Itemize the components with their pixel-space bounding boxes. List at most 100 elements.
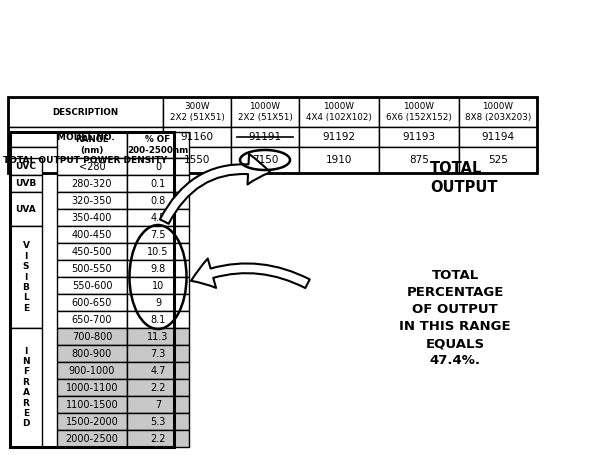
Text: 1000-1100: 1000-1100 [66,383,118,392]
Text: 91160: 91160 [181,132,214,142]
Bar [163,147,231,173]
Bar [57,413,127,430]
Bar [127,430,189,447]
Bar [163,97,231,127]
Bar [379,127,459,147]
Text: 7.5: 7.5 [150,230,166,239]
Text: 0.8: 0.8 [151,195,166,206]
Bar [299,127,379,147]
Bar [299,97,379,127]
Bar [10,328,42,447]
Text: 1500-2000: 1500-2000 [65,417,118,426]
Bar [57,430,127,447]
Text: 400-450: 400-450 [72,230,112,239]
Text: 800-900: 800-900 [72,348,112,359]
Text: 5.3: 5.3 [151,417,166,426]
Text: RANGE
(nm): RANGE (nm) [75,135,109,155]
Bar [379,147,459,173]
Text: 280-320: 280-320 [72,179,112,188]
Bar [57,311,127,328]
Text: 1000W
6X6 (152X152): 1000W 6X6 (152X152) [386,102,452,122]
Bar [127,362,189,379]
Text: 600-650: 600-650 [72,298,112,307]
Bar [127,192,189,209]
Text: 875: 875 [409,155,429,165]
Bar [459,97,537,127]
Text: 10: 10 [152,280,164,291]
Text: 11.3: 11.3 [148,332,169,341]
Text: 350-400: 350-400 [72,213,112,222]
Text: 900-1000: 900-1000 [69,365,115,376]
Text: 550-600: 550-600 [72,280,112,291]
Text: UVC: UVC [16,162,37,171]
Bar [379,97,459,127]
Bar [127,132,189,158]
Text: MODEL NO.: MODEL NO. [56,133,115,141]
Text: 300W
2X2 (51X51): 300W 2X2 (51X51) [170,102,224,122]
Bar [127,158,189,175]
Bar [57,379,127,396]
Text: I
N
F
R
A
R
E
D: I N F R A R E D [22,346,30,428]
Bar [57,226,127,243]
Text: UVB: UVB [16,179,37,188]
Text: 320-350: 320-350 [72,195,112,206]
Text: V
I
S
I
B
L
E: V I S I B L E [23,241,29,312]
Text: 9.8: 9.8 [151,264,166,273]
Bar [127,260,189,277]
Text: 4.5: 4.5 [151,213,166,222]
Bar [57,328,127,345]
Text: UVA: UVA [16,205,37,213]
Bar [57,362,127,379]
Bar [57,132,127,158]
Bar [57,243,127,260]
Bar [127,277,189,294]
Text: 1000W
4X4 (102X102): 1000W 4X4 (102X102) [306,102,372,122]
Bar [127,413,189,430]
Bar [57,396,127,413]
Text: % OF
200-2500nm: % OF 200-2500nm [127,135,188,155]
Text: DESCRIPTION: DESCRIPTION [52,107,119,117]
Text: 0.1: 0.1 [151,179,166,188]
Bar [57,260,127,277]
Text: 91193: 91193 [403,132,436,142]
Bar [57,209,127,226]
Bar [299,147,379,173]
Bar [8,127,163,147]
Text: 7.3: 7.3 [151,348,166,359]
Text: 9: 9 [155,298,161,307]
Bar [57,158,127,175]
Text: 8.1: 8.1 [151,314,166,325]
Bar [57,175,127,192]
Text: TOTAL
PERCENTAGE
OF OUTPUT
IN THIS RANGE
EQUALS
47.4%.: TOTAL PERCENTAGE OF OUTPUT IN THIS RANGE… [399,269,511,367]
Text: <280: <280 [79,161,106,172]
Text: 2.2: 2.2 [150,433,166,444]
Text: 1000W
8X8 (203X203): 1000W 8X8 (203X203) [465,102,531,122]
Bar [127,328,189,345]
Bar [127,396,189,413]
Text: 1550: 1550 [184,155,210,165]
Bar [127,226,189,243]
Text: 91192: 91192 [322,132,356,142]
Text: 91191: 91191 [248,132,281,142]
Bar [231,97,299,127]
FancyArrowPatch shape [191,259,310,288]
Bar [127,311,189,328]
Bar [10,226,42,328]
Bar [8,97,537,173]
Bar [231,147,299,173]
Text: 500-550: 500-550 [71,264,112,273]
Bar [459,127,537,147]
Text: 450-500: 450-500 [72,246,112,257]
Text: 4.7: 4.7 [151,365,166,376]
Text: 7150: 7150 [252,155,278,165]
Bar [57,277,127,294]
Bar [127,345,189,362]
Bar [127,209,189,226]
Bar [57,192,127,209]
Text: 1000W
2X2 (51X51): 1000W 2X2 (51X51) [238,102,292,122]
Bar [10,175,42,192]
Text: 2.2: 2.2 [150,383,166,392]
Text: 700-800: 700-800 [72,332,112,341]
FancyArrowPatch shape [160,154,270,224]
Bar [10,158,42,175]
